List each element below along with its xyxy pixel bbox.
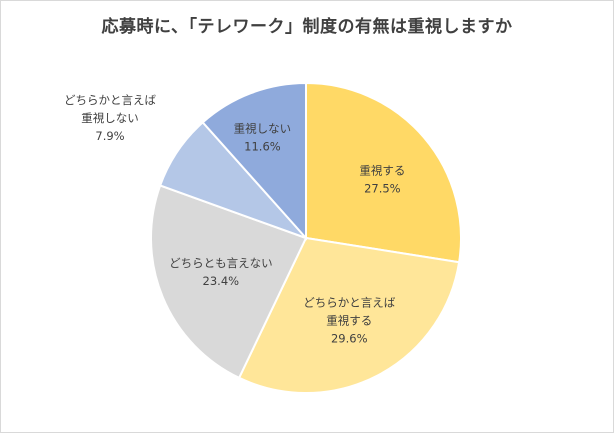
slice-category-label: 重視しない xyxy=(81,111,139,125)
pie-slice xyxy=(237,236,461,394)
chart-title: 応募時に、「テレワーク」制度の有無は重視しますか xyxy=(101,17,513,37)
slice-category-label: 重視しない xyxy=(234,122,292,136)
pie-slice xyxy=(305,81,462,264)
slice-category-label: どちらかと言えば xyxy=(303,295,395,309)
slice-value-label: 27.5% xyxy=(364,182,401,196)
slice-value-label: 11.6% xyxy=(244,140,281,154)
slice-category-label: どちらかと言えば xyxy=(64,93,156,107)
slice-value-label: 29.6% xyxy=(331,331,368,345)
slice-category-label: 重視する xyxy=(359,164,405,178)
pie-slice xyxy=(201,81,307,241)
slice-value-label: 23.4% xyxy=(203,274,240,288)
pie-slice xyxy=(150,184,308,380)
slice-category-label: 重視する xyxy=(326,313,372,327)
slice-value-label: 7.9% xyxy=(95,129,124,143)
slice-category-label: どちらとも言えない xyxy=(169,256,273,270)
